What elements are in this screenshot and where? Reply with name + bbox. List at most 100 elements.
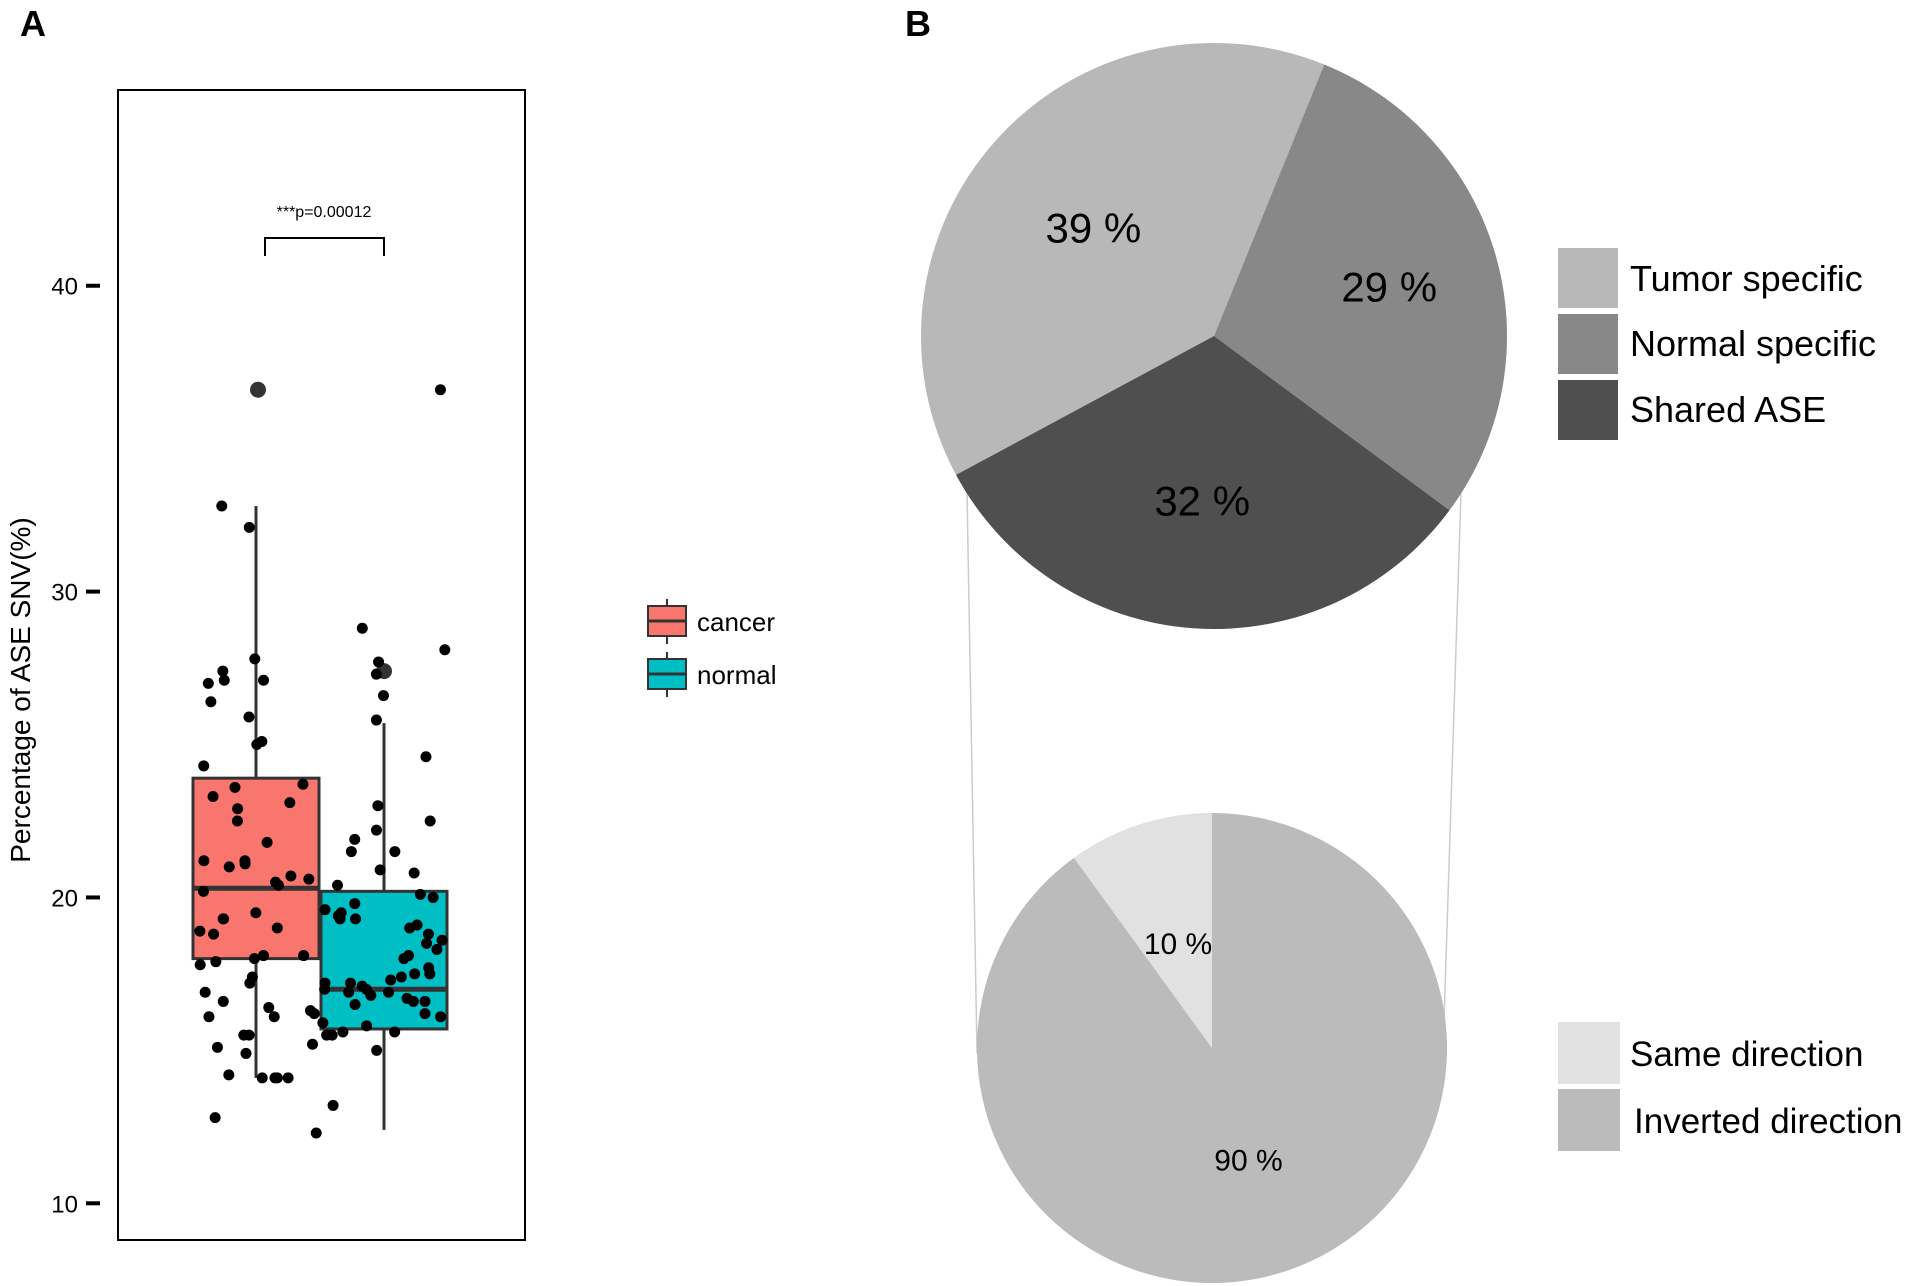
y-ticks: 10 20 30 40 (51, 274, 100, 1218)
legend-item-normal: normal (647, 652, 776, 697)
legend-key-same-direction (1558, 1022, 1620, 1084)
data-point (250, 907, 262, 919)
pie-slice-inverted-direction (976, 813, 1447, 1284)
legend-key-inverted-direction (1558, 1089, 1620, 1151)
data-point (370, 668, 382, 680)
data-point (319, 904, 331, 916)
legend-label-normal: normal (697, 660, 776, 690)
significance-bracket (264, 237, 385, 256)
bottom-pie-legend: Same direction Inverted direction (1558, 1022, 1902, 1151)
data-point (307, 1038, 319, 1050)
pie-label-shared-ase: 32 % (1154, 477, 1250, 524)
data-point (258, 674, 270, 686)
data-point (398, 953, 410, 965)
pie-label-inverted-direction: 90 % (1214, 1145, 1282, 1178)
data-point (261, 836, 273, 848)
data-point (263, 1002, 275, 1014)
data-point (337, 1026, 349, 1038)
data-point (217, 995, 229, 1007)
connector-line-left (966, 491, 978, 1054)
significance-label: ***p=0.00012 (277, 204, 372, 221)
data-point (194, 959, 206, 971)
y-axis-label: Percentage of ASE SNV(%) (5, 517, 36, 863)
data-point (414, 888, 426, 900)
y-tick-label: 40 (51, 274, 78, 301)
boxplot-legend: cancer normal (647, 599, 776, 697)
data-point (303, 873, 315, 885)
data-point (377, 690, 389, 702)
data-point (374, 864, 386, 876)
data-point (317, 1017, 329, 1029)
data-point (420, 751, 432, 763)
data-point (370, 714, 382, 726)
data-point (427, 891, 439, 903)
y-tick-label: 10 (51, 1191, 78, 1218)
pie-label-same-direction: 10 % (1144, 928, 1212, 961)
data-point (194, 925, 206, 937)
data-point (409, 968, 421, 980)
data-point (269, 1072, 281, 1084)
data-point (202, 677, 214, 689)
data-point (319, 983, 331, 995)
legend-key-normal-specific (1558, 314, 1618, 374)
data-point (349, 898, 361, 910)
data-point (383, 986, 395, 998)
data-point (205, 696, 217, 708)
data-point (216, 500, 228, 512)
pie-label-normal-specific: 29 % (1341, 263, 1437, 310)
data-point (424, 815, 436, 827)
data-point (436, 934, 448, 946)
data-point (373, 656, 385, 668)
data-point (327, 1099, 339, 1111)
data-point (435, 1011, 447, 1023)
legend-label-shared-ase: Shared ASE (1630, 389, 1826, 430)
data-point (334, 913, 346, 925)
data-point (349, 833, 361, 845)
data-point (208, 928, 220, 940)
data-point (239, 858, 251, 870)
outlier-point (250, 381, 266, 398)
data-point (356, 622, 368, 634)
panel-a-label: A (20, 3, 46, 44)
data-point (371, 1044, 383, 1056)
legend-key-shared-ase (1558, 380, 1618, 440)
data-point (332, 879, 344, 891)
data-point (229, 781, 241, 793)
data-point (256, 1072, 268, 1084)
data-point (238, 1029, 250, 1041)
data-point (407, 995, 419, 1007)
data-point (370, 824, 382, 836)
legend-label-normal-specific: Normal specific (1630, 323, 1876, 364)
data-point (439, 644, 451, 656)
y-tick-label: 20 (51, 885, 78, 912)
data-point (207, 791, 219, 803)
pie-slice-normal-specific (1214, 64, 1507, 511)
data-point (231, 815, 243, 827)
data-point (268, 1011, 280, 1023)
data-point (257, 950, 269, 962)
data-point (197, 885, 209, 897)
pie-label-tumor-specific: 39 % (1046, 205, 1142, 252)
legend-key-tumor-specific (1558, 248, 1618, 308)
data-point (282, 1072, 294, 1084)
data-point (326, 1029, 338, 1041)
data-point (389, 1026, 401, 1038)
data-point (434, 384, 446, 396)
data-point (365, 989, 377, 1001)
plot-frame (117, 89, 526, 1241)
pie-slice-shared-ase (956, 336, 1450, 629)
data-point (389, 846, 401, 858)
data-point (223, 1069, 235, 1081)
data-point (271, 922, 283, 934)
top-pie-legend: Tumor specific Normal specific Shared AS… (1558, 248, 1876, 440)
data-point (256, 735, 268, 747)
data-point (249, 653, 261, 665)
data-point (248, 953, 260, 965)
data-point (243, 521, 255, 533)
data-point (419, 1008, 431, 1020)
data-point (310, 1127, 322, 1139)
data-point (285, 870, 297, 882)
data-point (395, 971, 407, 983)
connector-line-right (1442, 491, 1462, 1054)
boxplot-area: Percentage of ASE SNV(%) ***p=0.00012 10… (5, 89, 526, 1241)
